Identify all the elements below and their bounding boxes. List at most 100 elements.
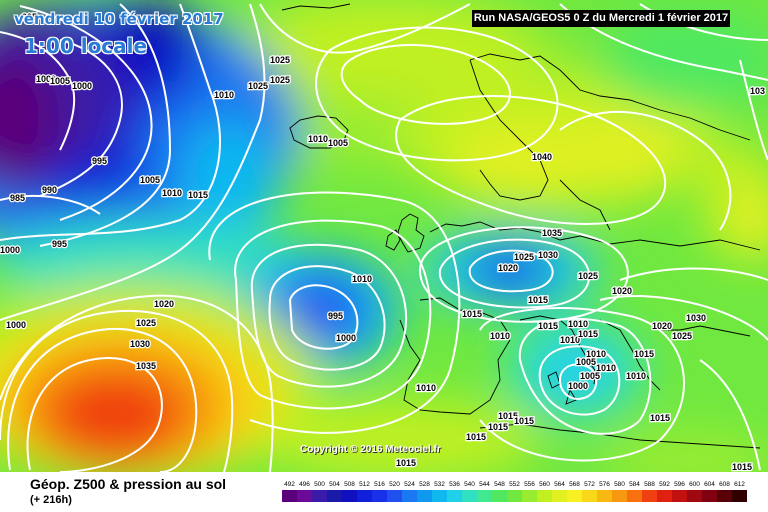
isobar-label: 995 — [328, 311, 343, 321]
isobar-label: 1010 — [586, 349, 606, 359]
isobar-label: 1015 — [528, 295, 548, 305]
footer-subtitle: (+ 216h) — [30, 494, 72, 506]
isobar-label: 1005 — [576, 357, 596, 367]
isobar-label: 1020 — [498, 263, 518, 273]
isobar-label: 1015 — [732, 462, 752, 472]
isobar-label: 1000 — [0, 245, 20, 255]
legend-tick-label: 504 — [329, 481, 340, 488]
legend-swatch — [297, 490, 312, 502]
legend-tick-label: 496 — [299, 481, 310, 488]
isobar-label: 1015 — [578, 329, 598, 339]
isobar-label: 995 — [92, 156, 107, 166]
isobar-label: 1005 — [328, 138, 348, 148]
isobar-label: 1000 — [336, 333, 356, 343]
isobar-label: 1020 — [612, 286, 632, 296]
isobar-label: 1030 — [538, 250, 558, 260]
legend-tick-label: 608 — [719, 481, 730, 488]
legend-swatch — [582, 490, 597, 502]
legend-tick-label: 556 — [524, 481, 535, 488]
footer-title: Géop. Z500 & pression au sol — [30, 476, 227, 492]
isobar-label: 1010 — [560, 335, 580, 345]
legend-swatch — [612, 490, 627, 502]
isobar-label: 1015 — [634, 349, 654, 359]
legend-swatch — [327, 490, 342, 502]
legend-tick-label: 536 — [449, 481, 460, 488]
forecast-time: 1:00 locale — [24, 34, 148, 58]
isobar-label: 1000 — [6, 320, 26, 330]
isobar-label: 1010 — [308, 134, 328, 144]
legend-swatch — [342, 490, 357, 502]
isobar-labels: 995 1000 1005 1000 995 990 985 1005 1010… — [0, 11, 766, 472]
isobar-label: 1010 — [490, 331, 510, 341]
isobar-label: 995 — [52, 239, 67, 249]
legend-tick-label: 524 — [404, 481, 415, 488]
isobar-label: 1015 — [462, 309, 482, 319]
legend-tick-label: 596 — [674, 481, 685, 488]
isobar-label: 1005 — [140, 175, 160, 185]
legend-tick-label: 540 — [464, 481, 475, 488]
weather-map: 995 1000 1005 1000 995 990 985 1005 1010… — [0, 0, 768, 472]
isobar-label: 103 — [750, 86, 765, 96]
isobar-label: 1025 — [514, 252, 534, 262]
isobar-label: 1025 — [136, 318, 156, 328]
legend-tick-label: 588 — [644, 481, 655, 488]
legend-swatch — [552, 490, 567, 502]
legend-tick-label: 580 — [614, 481, 625, 488]
model-run-label: Run NASA/GEOS5 0 Z du Mercredi 1 février… — [472, 10, 730, 27]
isobar-label: 1035 — [136, 361, 156, 371]
isobar-label: 1015 — [514, 416, 534, 426]
legend-tick-label: 544 — [479, 481, 490, 488]
isobar-label: 1010 — [352, 274, 372, 284]
legend-tick-label: 584 — [629, 481, 640, 488]
legend-swatch — [672, 490, 687, 502]
legend-tick-label: 508 — [344, 481, 355, 488]
legend-tick-label: 500 — [314, 481, 325, 488]
isobar-label: 1015 — [466, 432, 486, 442]
legend-swatch — [372, 490, 387, 502]
legend-swatch — [477, 490, 492, 502]
legend-tick-label: 600 — [689, 481, 700, 488]
legend-tick-label: 604 — [704, 481, 715, 488]
isobar-label: 1015 — [650, 413, 670, 423]
isobar-label: 1000 — [36, 74, 56, 84]
legend-swatch — [312, 490, 327, 502]
legend-swatch — [537, 490, 552, 502]
isobar-label: 1025 — [578, 271, 598, 281]
color-scale-legend: 492 496 500 504 508 512 516 520 524 528 532 536 540 5… — [282, 481, 747, 502]
legend-tick-label: 576 — [599, 481, 610, 488]
isobar-label: 1010 — [416, 383, 436, 393]
isobar-label: 985 — [10, 193, 25, 203]
legend-swatch — [462, 490, 477, 502]
isobar-label: 1040 — [532, 152, 552, 162]
legend-swatch — [732, 490, 747, 502]
isobar-label: 1030 — [686, 313, 706, 323]
isobars — [0, 3, 768, 472]
isobar-label: 1025 — [672, 331, 692, 341]
legend-swatch — [492, 490, 507, 502]
isobar-label: 1015 — [498, 411, 518, 421]
legend-swatch — [282, 490, 297, 502]
geopotential-field — [0, 0, 768, 472]
legend-tick-label: 564 — [554, 481, 565, 488]
legend-swatch — [717, 490, 732, 502]
legend-tick-label: 512 — [359, 481, 370, 488]
isobar-label: 1020 — [154, 299, 174, 309]
isobar-label: 1015 — [188, 190, 208, 200]
isobar-label: 1000 — [568, 381, 588, 391]
isobar-label: 1010 — [596, 363, 616, 373]
legend-tick-label: 520 — [389, 481, 400, 488]
legend-swatch — [687, 490, 702, 502]
legend-tick-label: 572 — [584, 481, 595, 488]
isobar-label: 1030 — [130, 339, 150, 349]
isobar-label: 1015 — [396, 458, 416, 468]
legend-swatch — [507, 490, 522, 502]
isobar-label: 995 — [22, 12, 37, 22]
isobar-label: 1015 — [488, 422, 508, 432]
legend-swatch — [387, 490, 402, 502]
legend-swatch — [522, 490, 537, 502]
legend-swatch — [417, 490, 432, 502]
legend-swatch — [357, 490, 372, 502]
isobar-label: 1010 — [568, 319, 588, 329]
isobar-label: 1025 — [270, 55, 290, 65]
isobar-label: 1035 — [542, 228, 562, 238]
